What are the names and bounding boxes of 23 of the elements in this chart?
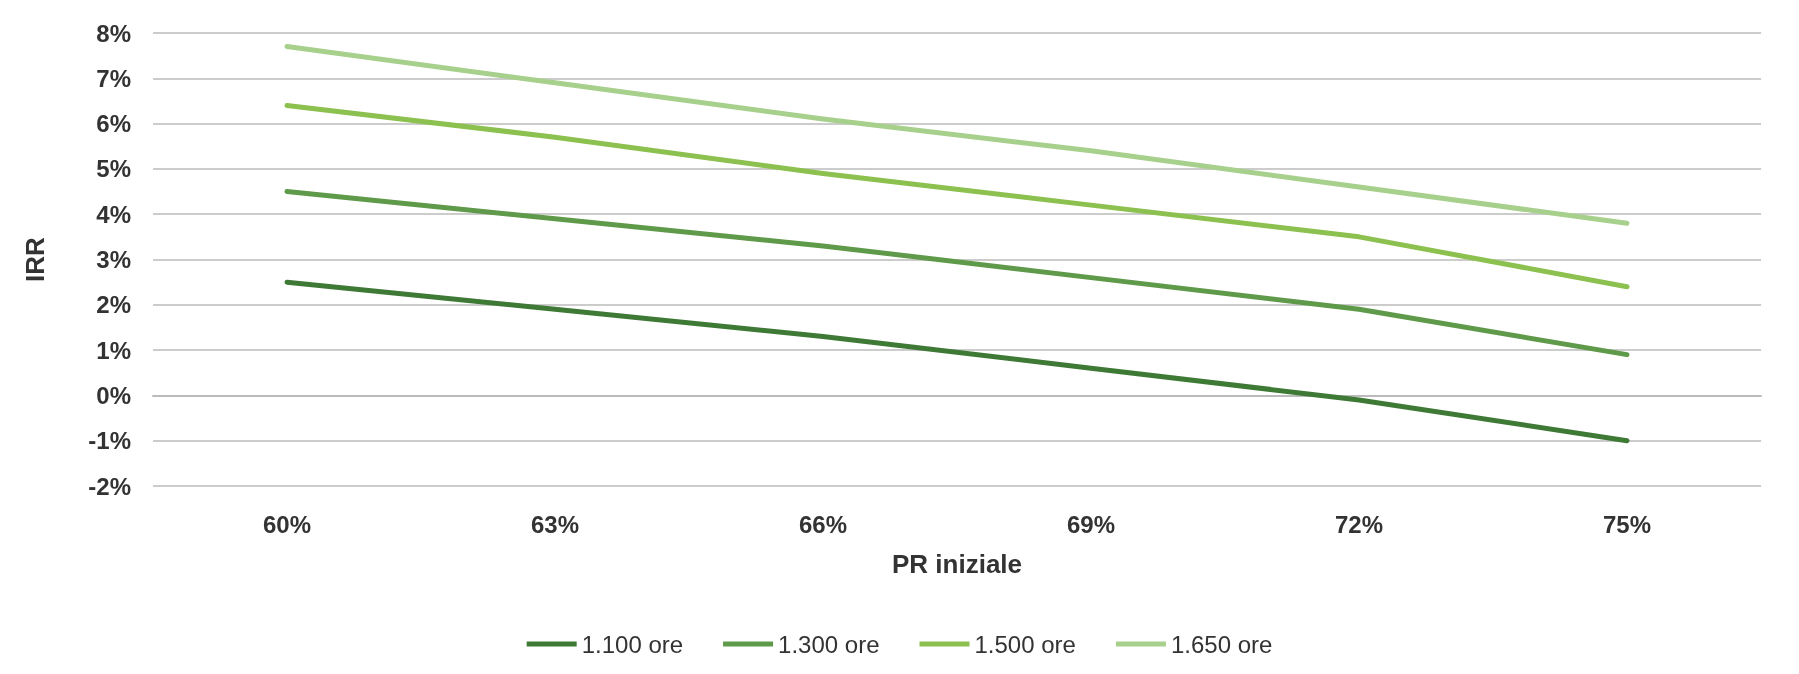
x-tick-label: 63% — [530, 510, 580, 538]
y-tick-label: 1% — [96, 336, 131, 364]
x-axis-title: PR iniziale — [891, 549, 1023, 579]
x-tick-label: 72% — [1334, 510, 1384, 538]
x-tick-label: 66% — [798, 510, 848, 538]
y-tick-label: 4% — [96, 200, 131, 228]
x-tick-label: 60% — [262, 510, 312, 538]
y-tick-label: 8% — [96, 19, 131, 47]
y-tick-label: 5% — [96, 155, 131, 183]
x-tick-label: 69% — [1066, 510, 1116, 538]
x-tick-label: 75% — [1602, 510, 1652, 538]
y-tick-label: 0% — [96, 381, 131, 409]
legend-label: 1.300 ore — [778, 630, 880, 658]
y-tick-label: 7% — [96, 64, 131, 92]
legend-label: 1.650 ore — [1170, 630, 1273, 658]
y-tick-label: -2% — [88, 472, 131, 500]
legend-label: 1.100 ore — [581, 630, 684, 658]
y-axis-title: IRR — [20, 236, 50, 282]
legend-label: 1.500 ore — [974, 630, 1076, 658]
y-tick-label: 3% — [96, 246, 131, 273]
y-tick-label: -1% — [88, 427, 131, 455]
y-tick-label: 6% — [96, 110, 131, 138]
y-tick-label: 2% — [96, 291, 131, 319]
